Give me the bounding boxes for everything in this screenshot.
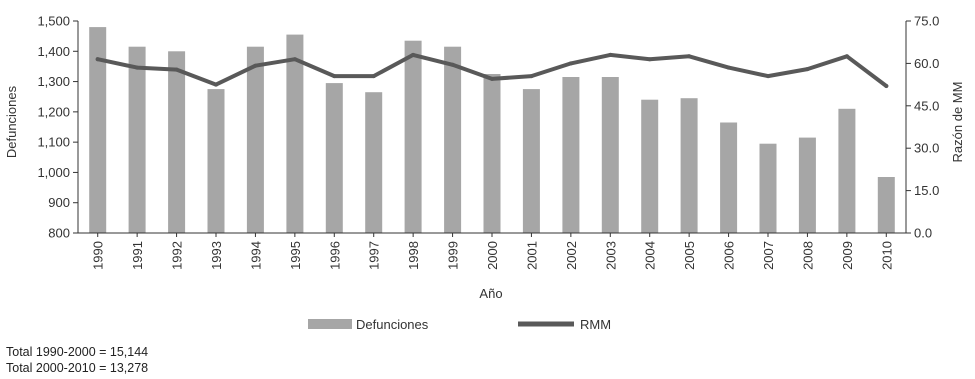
rmm-point-2006 <box>726 65 731 70</box>
bar-2003 <box>601 77 619 233</box>
x-tick-label-2000: 2000 <box>485 241 500 270</box>
y-tick-right-label: 0.0 <box>914 226 932 241</box>
rmm-point-2003 <box>608 52 613 57</box>
y-tick-left-label: 1,400 <box>37 44 70 59</box>
y-tick-left-label: 900 <box>48 195 70 210</box>
bar-2004 <box>641 99 659 233</box>
rmm-point-1991 <box>135 65 140 70</box>
y-axis-title-right: Razón de MM <box>950 82 965 163</box>
x-tick-label-1992: 1992 <box>170 241 185 270</box>
x-tick-label-1994: 1994 <box>248 241 263 270</box>
bar-2008 <box>798 137 816 233</box>
x-tick-label-2002: 2002 <box>564 241 579 270</box>
rmm-point-1996 <box>332 74 337 79</box>
x-tick-label-1990: 1990 <box>91 241 106 270</box>
legend: Defunciones RMM <box>308 317 611 332</box>
x-tick-label-1991: 1991 <box>130 241 145 270</box>
x-tick-label-2006: 2006 <box>722 241 737 270</box>
bar-1991 <box>128 46 146 234</box>
bar-2001 <box>522 89 540 233</box>
bar-1999 <box>444 46 462 234</box>
y-tick-right-label: 45.0 <box>914 98 939 113</box>
x-tick-label-2008: 2008 <box>800 241 815 270</box>
rmm-point-1995 <box>292 57 297 62</box>
rmm-point-2002 <box>568 61 573 66</box>
x-tick-label-1999: 1999 <box>446 241 461 270</box>
footnote-total-2000-2010: Total 2000-2010 = 13,278 <box>6 361 149 375</box>
y-tick-right-label: 60.0 <box>914 56 939 71</box>
rmm-point-1993 <box>214 82 218 87</box>
bar-1997 <box>365 92 383 233</box>
rmm-point-2005 <box>687 54 692 59</box>
bar-2000 <box>483 74 501 233</box>
rmm-point-1998 <box>411 52 416 57</box>
y-tick-left-label: 800 <box>48 226 70 241</box>
x-tick-label-2005: 2005 <box>682 241 697 270</box>
footnote-total-1990-2000: Total 1990-2000 = 15,144 <box>6 345 149 359</box>
rmm-point-2000 <box>490 76 494 81</box>
rmm-point-2008 <box>805 67 810 72</box>
y-tick-left-label: 1,000 <box>37 165 70 180</box>
line-layer <box>95 52 889 88</box>
x-tick-label-1995: 1995 <box>288 241 303 270</box>
x-tick-label-2010: 2010 <box>879 241 894 270</box>
y-tick-right-label: 15.0 <box>914 183 939 198</box>
legend-swatch-defunciones <box>308 319 352 329</box>
rmm-point-1997 <box>371 74 376 79</box>
legend-label-defunciones: Defunciones <box>356 317 429 332</box>
bar-2006 <box>720 122 738 233</box>
rmm-point-2004 <box>647 57 652 62</box>
bar-2009 <box>838 108 856 233</box>
x-tick-label-1997: 1997 <box>367 241 382 270</box>
y-tick-right-label: 30.0 <box>914 141 939 156</box>
bar-2007 <box>759 143 777 233</box>
rmm-point-2010 <box>884 84 889 88</box>
x-tick-label-1998: 1998 <box>406 241 421 270</box>
ticks-layer: 800 900 1,000 1,100 1,200 1,300 1,400 1,500 0.0 1… <box>37 14 939 270</box>
rmm-point-2001 <box>529 74 534 79</box>
x-axis-title: Año <box>479 286 502 301</box>
bars-layer <box>89 27 895 234</box>
y-tick-right-label: 75.0 <box>914 14 939 29</box>
rmm-point-1992 <box>174 67 179 72</box>
x-tick-label-2003: 2003 <box>603 241 618 270</box>
bar-1998 <box>404 40 422 234</box>
x-tick-label-2001: 2001 <box>524 241 539 270</box>
bar-1994 <box>246 46 264 234</box>
legend-label-rmm: RMM <box>580 317 611 332</box>
x-tick-label-1996: 1996 <box>327 241 342 270</box>
y-tick-left-label: 1,300 <box>37 74 70 89</box>
y-axis-title-left: Defunciones <box>4 85 19 158</box>
bar-1996 <box>325 83 343 233</box>
x-tick-label-2004: 2004 <box>643 241 658 270</box>
y-tick-left-label: 1,100 <box>37 135 70 150</box>
rmm-point-1994 <box>253 63 258 68</box>
x-tick-label-2009: 2009 <box>840 241 855 270</box>
bar-1993 <box>207 89 225 233</box>
x-tick-label-2007: 2007 <box>761 241 776 270</box>
bar-2002 <box>562 77 580 233</box>
rmm-point-1990 <box>95 57 100 62</box>
x-tick-label-1993: 1993 <box>209 241 224 270</box>
bar-2010 <box>877 177 895 233</box>
bar-1992 <box>168 51 186 233</box>
y-tick-left-label: 1,500 <box>37 14 70 29</box>
bar-2005 <box>680 98 698 233</box>
rmm-point-2009 <box>844 54 849 59</box>
y-tick-left-label: 1,200 <box>37 104 70 119</box>
rmm-point-2007 <box>766 74 770 79</box>
bar-1995 <box>286 34 304 233</box>
rmm-point-1999 <box>450 62 455 67</box>
bar-1990 <box>89 27 107 233</box>
